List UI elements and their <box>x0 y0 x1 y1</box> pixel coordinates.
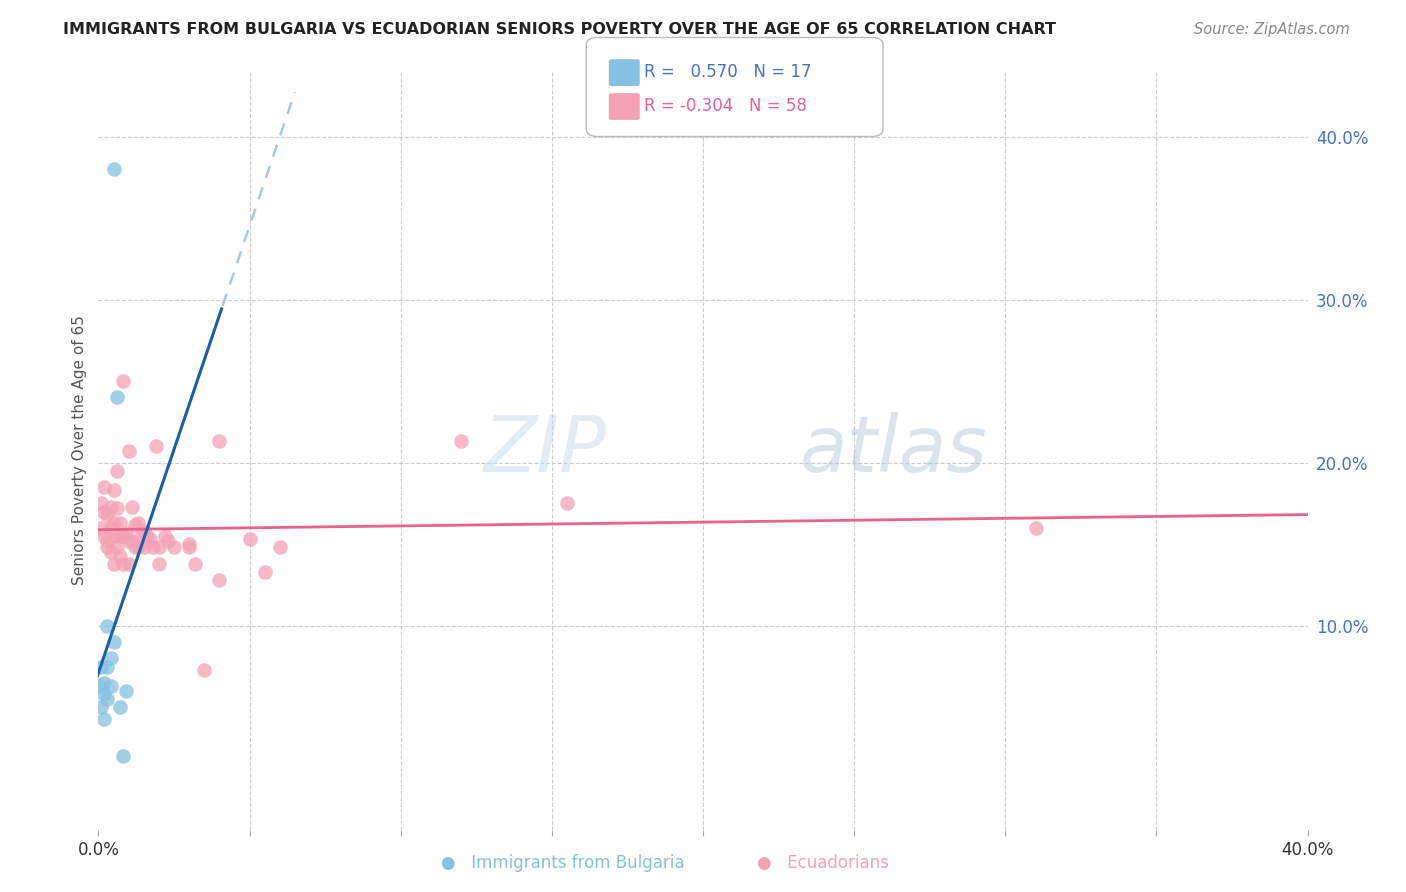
Point <box>450 434 472 449</box>
Point <box>142 541 165 555</box>
Point <box>253 565 276 579</box>
Point <box>179 541 201 555</box>
Point <box>114 684 136 698</box>
Point <box>96 508 118 522</box>
Point <box>93 712 115 726</box>
Point <box>127 516 149 530</box>
Point <box>96 541 118 555</box>
Point <box>100 679 122 693</box>
Point <box>100 545 122 559</box>
Point <box>108 549 131 563</box>
Point <box>193 663 215 677</box>
Point <box>103 162 125 177</box>
Point <box>100 500 122 514</box>
Point <box>555 496 578 510</box>
Point <box>153 529 176 543</box>
Point <box>103 516 125 530</box>
Point <box>118 557 141 571</box>
Point <box>105 464 128 478</box>
Point <box>127 541 149 555</box>
Point <box>156 533 179 548</box>
Text: Source: ZipAtlas.com: Source: ZipAtlas.com <box>1194 22 1350 37</box>
Point <box>121 500 143 514</box>
Point <box>105 391 128 405</box>
Point <box>103 529 125 543</box>
Point <box>93 675 115 690</box>
Point <box>103 557 125 571</box>
Point <box>124 541 146 555</box>
Point <box>108 700 131 714</box>
Point <box>139 533 162 547</box>
Text: R = -0.304   N = 58: R = -0.304 N = 58 <box>644 96 807 114</box>
Point <box>163 541 186 555</box>
Point <box>103 635 125 649</box>
Point <box>124 517 146 532</box>
Point <box>148 557 170 571</box>
Point <box>93 505 115 519</box>
Point <box>93 529 115 543</box>
Point <box>111 749 134 764</box>
Text: atlas: atlas <box>800 412 987 489</box>
Point <box>111 374 134 388</box>
Point <box>96 659 118 673</box>
Point <box>114 525 136 540</box>
Point <box>111 529 134 543</box>
Point <box>108 516 131 530</box>
Point <box>103 483 125 498</box>
Point <box>108 529 131 543</box>
Point <box>121 533 143 548</box>
Point <box>96 692 118 706</box>
Text: ●   Ecuadorians: ● Ecuadorians <box>756 855 889 872</box>
Point <box>93 480 115 494</box>
Point <box>208 573 231 587</box>
Point <box>89 679 111 693</box>
Point <box>1024 521 1046 535</box>
Point <box>111 557 134 571</box>
Y-axis label: Seniors Poverty Over the Age of 65: Seniors Poverty Over the Age of 65 <box>72 316 87 585</box>
Point <box>105 501 128 516</box>
Point <box>90 521 112 535</box>
Point <box>179 537 201 551</box>
Point <box>145 439 167 453</box>
Point <box>100 521 122 535</box>
Point <box>208 434 231 449</box>
Point <box>100 651 122 665</box>
Point <box>96 533 118 548</box>
Point <box>132 541 155 555</box>
Point <box>93 687 115 701</box>
Text: ●   Immigrants from Bulgaria: ● Immigrants from Bulgaria <box>440 855 685 872</box>
Text: R =   0.570   N = 17: R = 0.570 N = 17 <box>644 62 811 80</box>
Point <box>118 444 141 458</box>
Text: IMMIGRANTS FROM BULGARIA VS ECUADORIAN SENIORS POVERTY OVER THE AGE OF 65 CORREL: IMMIGRANTS FROM BULGARIA VS ECUADORIAN S… <box>63 22 1056 37</box>
Point <box>239 533 262 547</box>
Point <box>184 557 207 571</box>
Point <box>129 529 152 543</box>
Point <box>96 619 118 633</box>
Point <box>148 541 170 555</box>
Point <box>132 524 155 538</box>
Text: ZIP: ZIP <box>484 412 606 489</box>
Point <box>105 541 128 555</box>
Point <box>135 529 157 543</box>
Point <box>90 700 112 714</box>
Point <box>90 659 112 673</box>
Point <box>118 533 141 548</box>
Point <box>269 541 291 555</box>
Point <box>90 496 112 510</box>
